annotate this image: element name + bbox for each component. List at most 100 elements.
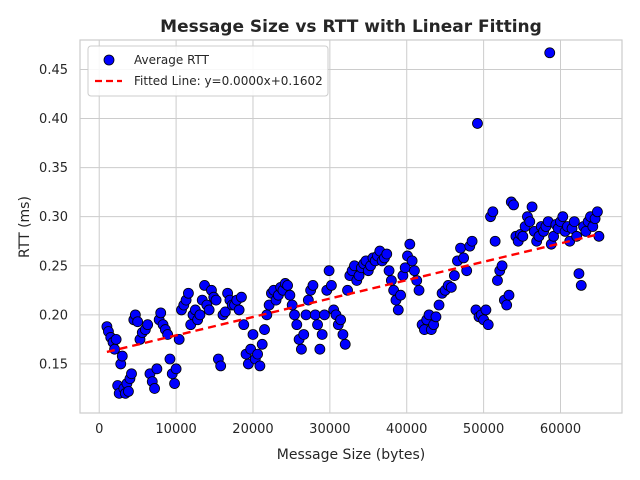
data-point [173,333,185,345]
data-point [319,309,330,321]
legend-marker-average-rtt [103,54,115,66]
data-point [489,235,501,247]
x-axis-label: Message Size (bytes) [277,447,426,463]
data-point [455,242,466,254]
data-point [508,199,519,211]
x-tick-label: 30000 [309,422,350,437]
data-point [325,279,337,291]
data-point [309,309,321,321]
data-point [406,255,418,267]
data-point [395,289,406,301]
scatter-points [101,47,605,399]
data-point [339,338,351,350]
data-point [169,378,180,389]
data-point [259,324,270,335]
legend: Average RTT Fitted Line: y=0.0000x+0.160… [87,45,329,97]
data-point [252,348,263,360]
data-point [381,248,393,260]
data-point [282,279,293,291]
data-point [482,319,494,331]
data-point [430,311,442,323]
data-point [307,279,319,291]
data-point [316,329,328,340]
data-point [458,252,470,264]
y-tick-label: 0.25 [39,259,68,274]
data-point [323,265,335,277]
data-point [238,319,250,331]
data-point [496,260,508,272]
data-point [314,343,326,355]
data-point [256,338,268,350]
data-point [548,230,559,242]
x-tick-label: 10000 [155,422,196,437]
data-point [126,368,137,380]
data-point [298,329,310,340]
tick-labels: 0 10000 20000 30000 40000 50000 60000 0.15 0.20 0… [39,63,581,437]
data-point [501,299,513,311]
data-point [335,314,347,326]
x-tick-label: 0 [95,422,103,437]
data-point [170,363,182,375]
data-point [236,291,247,303]
data-point [526,201,538,213]
data-point [210,294,222,306]
data-point [123,386,134,397]
y-tick-label: 0.35 [39,161,68,176]
data-point [247,329,259,340]
y-tick-label: 0.45 [39,63,68,78]
data-point [517,230,529,242]
data-point [449,270,460,281]
data-point [110,333,122,345]
data-point [575,279,587,291]
data-point [472,118,483,129]
fitted-line [106,232,600,354]
data-point [312,319,323,331]
data-point [149,383,160,394]
data-point [284,289,296,301]
data-point [404,238,416,250]
x-tick-label: 20000 [232,422,273,437]
x-tick-label: 50000 [463,422,504,437]
data-point [409,265,420,277]
legend-label-fitted-line: Fitted Line: y=0.0000x+0.1602 [134,74,323,88]
y-tick-label: 0.15 [39,357,68,372]
data-point [215,360,227,372]
data-point [182,287,194,299]
data-point [591,206,603,218]
data-point [142,319,154,331]
data-point [194,309,206,321]
data-point [573,268,585,280]
data-point [296,343,307,355]
legend-box [87,45,329,97]
data-point [300,309,312,321]
data-point [466,235,478,247]
data-point [568,216,580,227]
data-point [524,216,536,227]
data-point [132,316,144,328]
data-point [487,206,499,218]
data-point [413,284,425,296]
data-point [445,281,457,293]
data-point [383,265,395,277]
data-point [162,329,174,340]
data-point [433,299,445,311]
chart-title: Message Size vs RTT with Linear Fitting [160,17,542,37]
data-point [492,275,503,286]
plot-frame [79,39,623,414]
data-point [480,304,492,316]
y-tick-label: 0.30 [39,210,68,225]
data-point [557,211,569,223]
data-point [291,319,303,331]
data-point [593,230,605,242]
data-point [116,350,128,362]
data-point [544,47,556,59]
data-point [233,304,245,316]
data-point [151,363,163,375]
data-point [164,353,176,365]
data-point [155,307,167,319]
fitted-line-layer [106,232,600,354]
data-point [203,304,215,316]
x-tick-label: 40000 [386,422,427,437]
data-point [392,304,404,316]
